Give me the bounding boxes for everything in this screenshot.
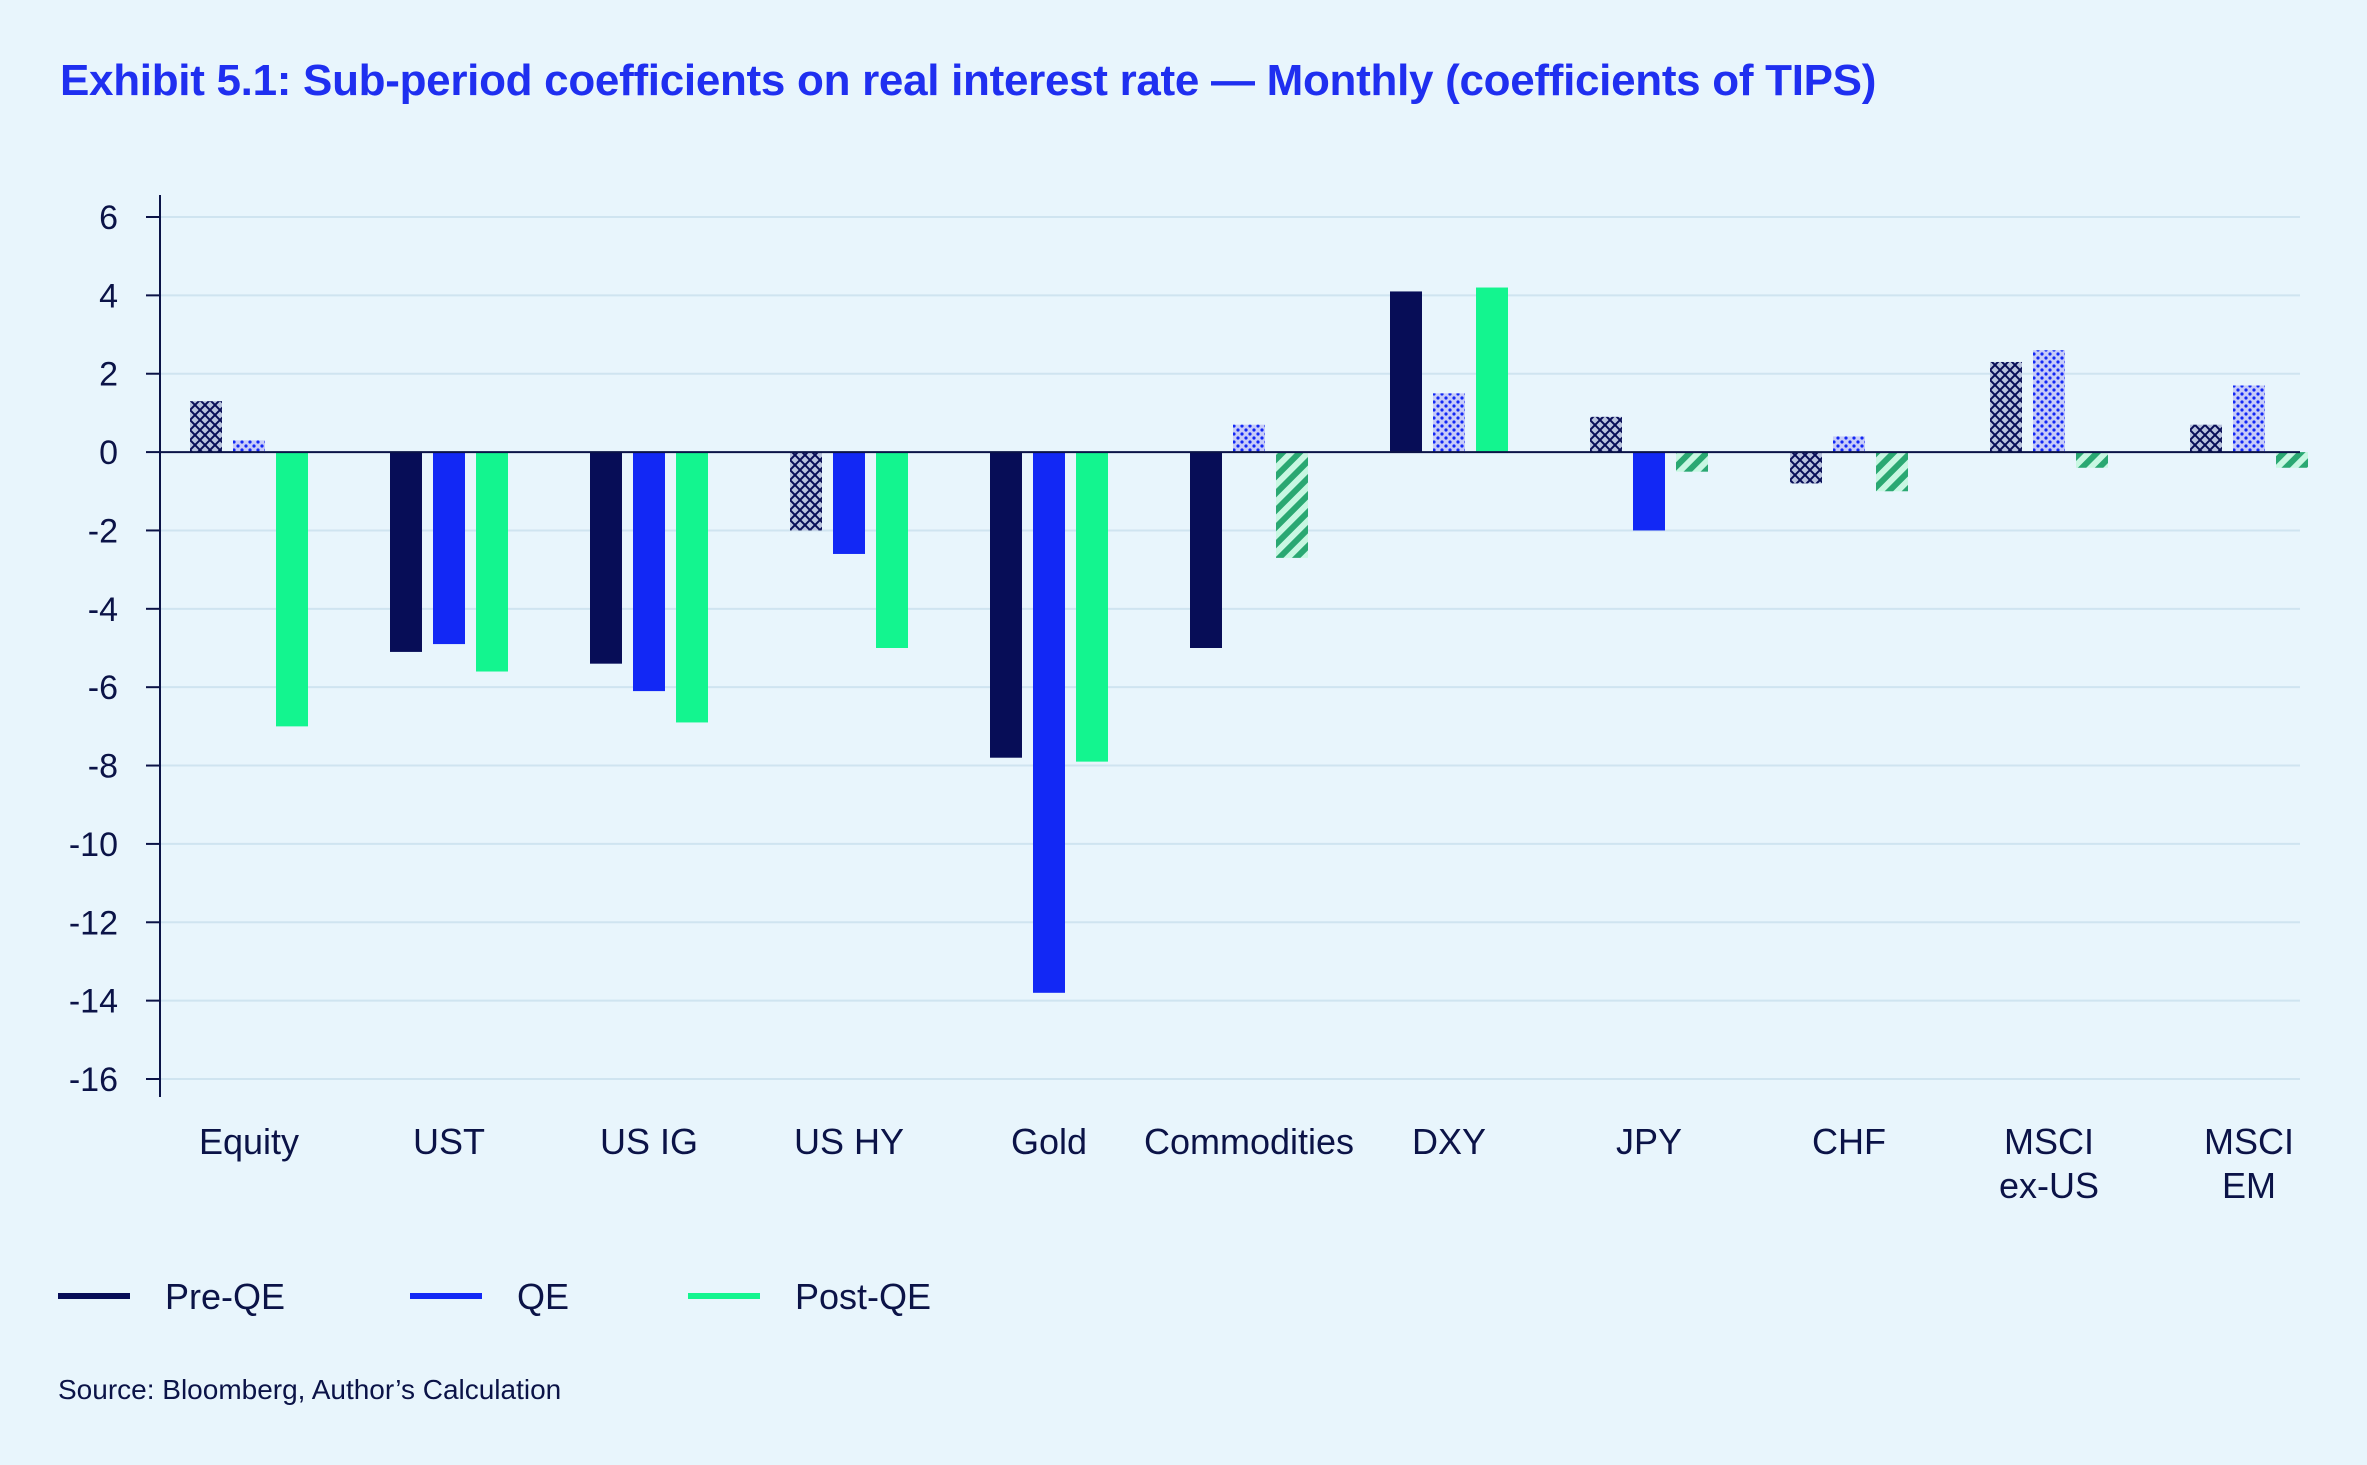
bar-pre-qe-6 (1390, 291, 1422, 453)
bar-pre-qe-10 (2190, 424, 2222, 453)
bar-qe-4 (1033, 452, 1065, 993)
bar-qe-9 (2033, 350, 2065, 453)
y-tick-label: 2 (99, 356, 118, 394)
chart-title: Exhibit 5.1: Sub-period coefficients on … (60, 56, 1877, 105)
x-category-labels: Equity UST US IG US HY Gold Commodities DXY JPY… (199, 1121, 2294, 1206)
x-category-label: CHF (1812, 1121, 1886, 1162)
bar-qe-7 (1633, 452, 1665, 531)
bar-post-qe-0 (276, 452, 308, 727)
gridlines (160, 216, 2300, 1080)
bar-pre-qe-4 (990, 452, 1022, 758)
y-tick-label: -10 (69, 826, 118, 864)
bar-qe-2 (633, 452, 665, 692)
y-tick-label: 4 (99, 277, 118, 315)
bar-post-qe-5 (1276, 452, 1308, 558)
bar-post-qe-9 (2076, 452, 2108, 468)
x-category-label: JPY (1616, 1121, 1682, 1162)
y-tick-label: -12 (69, 904, 118, 942)
x-category-label: MSCI (2004, 1121, 2094, 1162)
legend: Pre-QE QE Post-QE (58, 1276, 931, 1317)
x-category-label: UST (413, 1121, 485, 1162)
bar-pre-qe-5 (1190, 452, 1222, 648)
bar-pre-qe-2 (590, 452, 622, 664)
legend-label: Post-QE (795, 1276, 931, 1317)
bar-post-qe-10 (2276, 452, 2308, 468)
bar-qe-6 (1433, 393, 1465, 453)
legend-label: Pre-QE (165, 1276, 285, 1317)
bar-qe-5 (1233, 424, 1265, 453)
y-tick-labels: 6 4 2 0 -2 -4 -6 -8 -10 -12 -14 -16 (69, 199, 160, 1099)
x-category-label: Commodities (1144, 1121, 1354, 1162)
bar-qe-10 (2233, 385, 2265, 453)
bar-post-qe-3 (876, 452, 908, 648)
y-tick-label: -16 (69, 1061, 118, 1099)
bar-post-qe-4 (1076, 452, 1108, 762)
x-category-label: Gold (1011, 1121, 1087, 1162)
bar-pre-qe-0 (190, 401, 222, 453)
bar-qe-3 (833, 452, 865, 554)
y-tick-label: -8 (88, 748, 118, 786)
y-tick-label: -14 (69, 983, 118, 1021)
x-category-label: DXY (1412, 1121, 1486, 1162)
bar-pre-qe-3 (790, 452, 822, 531)
y-tick-label: 0 (99, 434, 118, 472)
bar-post-qe-8 (1876, 452, 1908, 492)
x-category-label: Equity (199, 1121, 299, 1162)
x-category-label: EM (2222, 1165, 2276, 1206)
x-category-label: ex-US (1999, 1165, 2099, 1206)
bar-pre-qe-7 (1590, 416, 1622, 453)
y-tick-label: 6 (99, 199, 118, 237)
bar-post-qe-2 (676, 452, 708, 723)
bar-pre-qe-9 (1990, 361, 2022, 453)
bar-qe-0 (233, 440, 265, 453)
axes (159, 195, 2300, 1097)
y-tick-label: -4 (88, 591, 118, 629)
y-tick-label: -6 (88, 669, 118, 707)
source-note: Source: Bloomberg, Author’s Calculation (58, 1374, 562, 1405)
bar-qe-1 (433, 452, 465, 645)
legend-label: QE (517, 1276, 569, 1317)
x-category-label: US IG (600, 1121, 698, 1162)
x-category-label: MSCI (2204, 1121, 2294, 1162)
bar-post-qe-1 (476, 452, 508, 672)
bar-pre-qe-1 (390, 452, 422, 652)
y-tick-label: -2 (88, 512, 118, 550)
bar-post-qe-6 (1476, 287, 1508, 453)
x-category-label: US HY (794, 1121, 904, 1162)
bars (190, 287, 2308, 993)
bar-qe-8 (1833, 436, 1865, 453)
bar-pre-qe-8 (1790, 452, 1822, 484)
bar-post-qe-7 (1676, 452, 1708, 472)
